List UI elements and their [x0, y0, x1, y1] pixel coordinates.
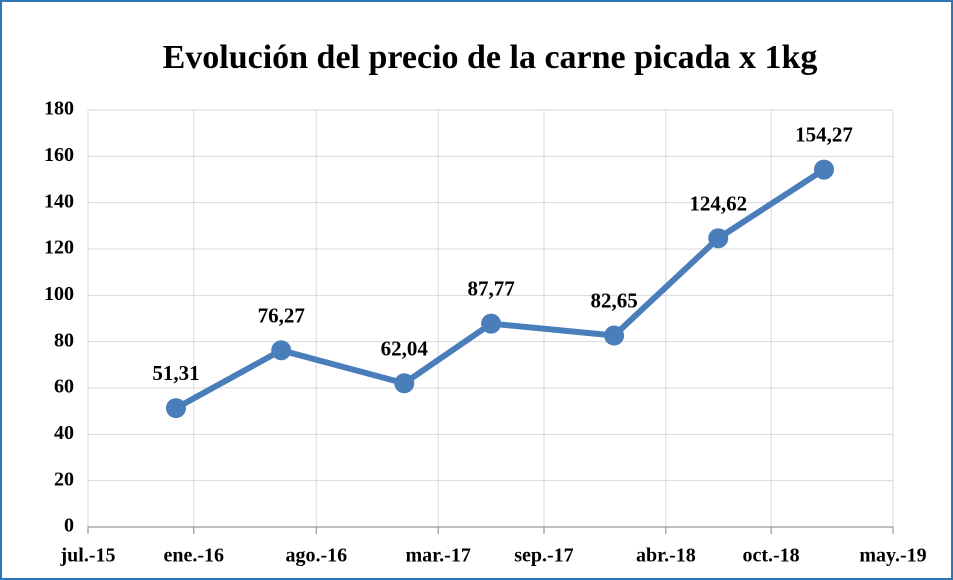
data-label: 124,62 — [689, 191, 747, 215]
y-tick-label: 40 — [54, 422, 74, 444]
data-point — [394, 373, 415, 394]
y-tick-label: 180 — [44, 98, 74, 120]
x-tick-label: sep.-17 — [514, 545, 573, 567]
data-point — [708, 228, 729, 249]
y-tick-label: 100 — [44, 283, 74, 305]
y-tick-label: 120 — [44, 237, 74, 259]
y-tick-label: 140 — [44, 190, 74, 212]
x-tick-label: ago.-16 — [285, 545, 347, 567]
data-label: 154,27 — [795, 123, 853, 147]
data-point — [604, 325, 625, 346]
data-label: 51,31 — [152, 361, 199, 385]
y-tick-label: 0 — [64, 515, 74, 537]
data-point — [814, 159, 834, 180]
chart-title: Evolución del precio de la carne picada … — [163, 39, 818, 76]
data-label: 87,77 — [467, 277, 514, 301]
data-label: 76,27 — [258, 303, 305, 327]
x-tick-label: jul.-15 — [60, 545, 116, 567]
data-point — [481, 313, 502, 334]
data-label: 82,65 — [591, 289, 638, 313]
y-tick-label: 60 — [54, 376, 74, 398]
data-point — [271, 340, 292, 361]
y-tick-label: 20 — [54, 468, 74, 490]
x-tick-label: may.-19 — [859, 545, 926, 567]
data-point — [165, 398, 186, 419]
data-label: 62,04 — [381, 336, 429, 360]
x-tick-label: ene.-16 — [164, 545, 225, 567]
x-tick-label: abr.-18 — [636, 545, 696, 567]
x-tick-label: mar.-17 — [405, 545, 470, 567]
x-tick-label: oct.-18 — [742, 545, 799, 567]
y-tick-label: 80 — [54, 329, 74, 351]
y-tick-label: 160 — [44, 144, 74, 166]
